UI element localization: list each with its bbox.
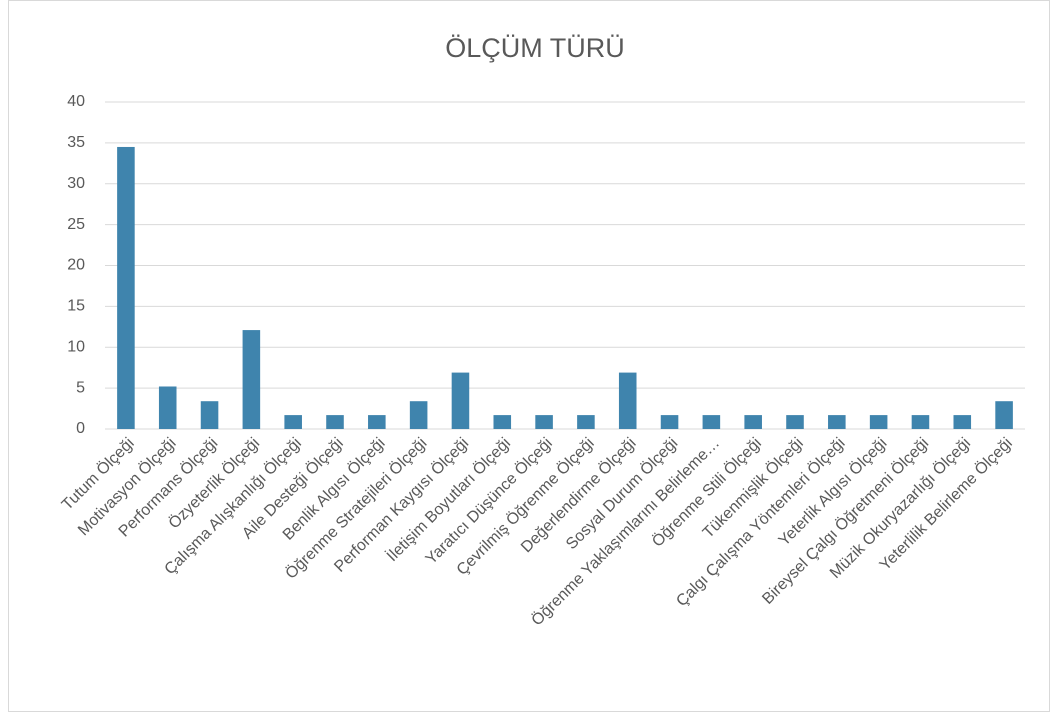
- bar: [577, 415, 595, 429]
- bar: [200, 401, 219, 429]
- bar: [326, 415, 344, 429]
- bar: [409, 401, 428, 429]
- y-tick-label: 35: [67, 134, 85, 151]
- bar: [702, 415, 721, 429]
- bar: [158, 386, 177, 429]
- bar: [953, 415, 972, 429]
- chart-border: [8, 0, 1050, 712]
- bar: [242, 330, 261, 429]
- bar: [995, 401, 1013, 429]
- bar: [284, 415, 302, 429]
- bar: [744, 415, 762, 429]
- bar: [451, 372, 470, 429]
- bar: [535, 415, 553, 429]
- bar: [869, 415, 888, 429]
- bar: [786, 415, 804, 429]
- y-tick-label: 20: [67, 257, 85, 274]
- bar: [911, 415, 930, 429]
- bar: [828, 415, 846, 429]
- bar: [618, 372, 637, 429]
- bar: [660, 415, 679, 429]
- bar: [368, 415, 386, 429]
- y-tick-label: 5: [76, 379, 85, 396]
- y-tick-label: 10: [67, 338, 85, 355]
- y-tick-label: 15: [67, 298, 85, 315]
- y-tick-label: 0: [76, 420, 85, 437]
- y-tick-label: 25: [67, 216, 85, 233]
- bar: [493, 415, 512, 429]
- y-tick-label: 30: [67, 175, 85, 192]
- chart-title: ÖLÇÜM TÜRÜ: [445, 33, 625, 63]
- y-tick-label: 40: [67, 93, 85, 110]
- bar: [117, 146, 135, 429]
